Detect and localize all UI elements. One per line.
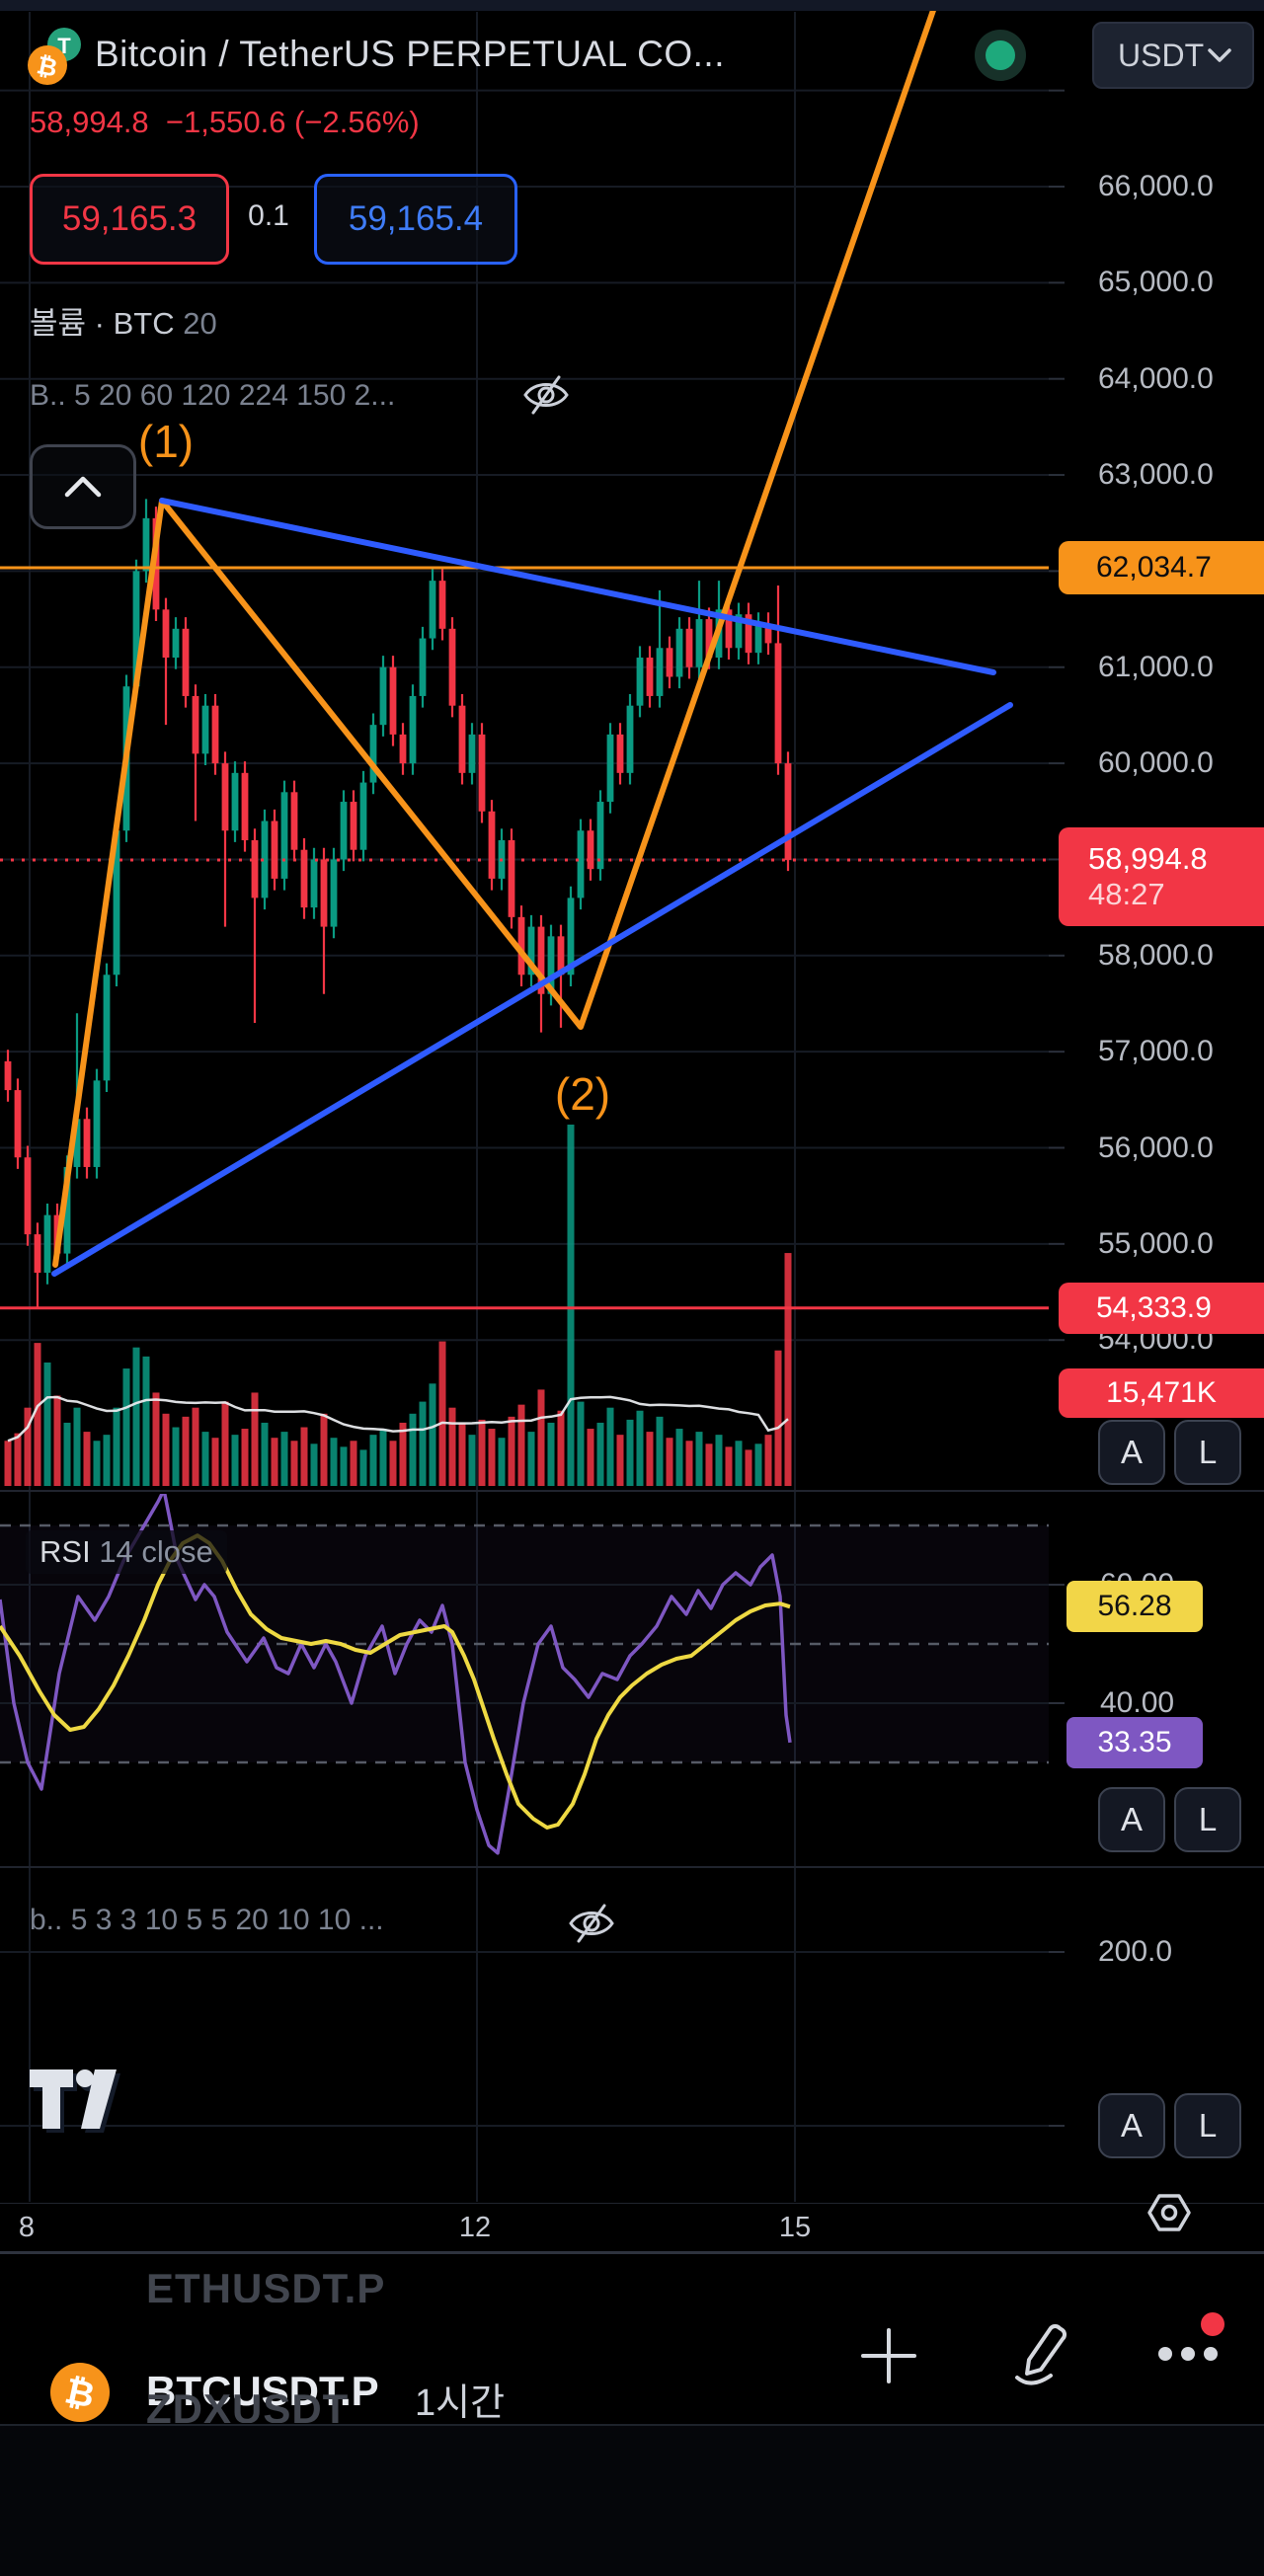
volume-legend[interactable]: 볼륨 · BTC 20: [30, 298, 217, 343]
bar-countdown: 48:27: [1088, 877, 1165, 911]
watchlist-ghost-symbol-bottom: ZDXUSDT: [146, 2385, 350, 2423]
auto-scale-button[interactable]: A: [1098, 1420, 1165, 1485]
price-scale-label: 65,000.0: [1098, 266, 1214, 298]
bottom-scale-label: 200.0: [1098, 1935, 1173, 1968]
bottom-navigation: 왓치리스트차트알아 보기아이디어메뉴: [0, 2424, 1264, 2576]
price-scale-label: 63,000.0: [1098, 458, 1214, 491]
status-bar: [0, 0, 1264, 11]
chart-svg[interactable]: [0, 0, 1264, 2204]
more-menu-button[interactable]: [1149, 2304, 1234, 2374]
notification-badge: [1201, 2312, 1224, 2336]
volume-legend-param: 20: [183, 306, 217, 341]
rsi-value-label: 33.35: [1066, 1717, 1203, 1768]
time-scale-label: 12: [458, 2212, 492, 2243]
indicator-summary-legend[interactable]: B.. 5 20 60 120 224 150 2...: [30, 379, 396, 412]
plus-icon: [861, 2328, 916, 2383]
time-scale-label: 8: [18, 2212, 36, 2243]
pencil-icon: [1015, 2324, 1066, 2385]
rsi-params: 14 close: [99, 1534, 213, 1569]
bid-price: 59,165.3: [61, 199, 198, 238]
price-scale-label: 57,000.0: [1098, 1035, 1214, 1067]
wave-label-1[interactable]: (1): [137, 416, 195, 467]
rsi-legend[interactable]: RSI 14 close: [26, 1530, 227, 1574]
last-price-label: 58,994.8 48:27: [1059, 827, 1264, 926]
last-price-and-change: 58,994.8 −1,550.6 (−2.56%): [30, 105, 420, 140]
ask-price: 59,165.4: [348, 199, 484, 238]
orange-line-price-label: 62,034.7: [1059, 541, 1264, 594]
rsi-name: RSI: [40, 1534, 91, 1569]
time-scale[interactable]: 8 12 15: [0, 2204, 1264, 2253]
tradingview-logo[interactable]: [28, 2068, 122, 2139]
hide-indicators-icon[interactable]: [521, 373, 571, 417]
watchlist-ghost-symbol-top: ETHUSDT.P: [146, 2265, 386, 2303]
hide-bottom-indicator-icon[interactable]: [567, 1902, 616, 1945]
log-scale-button[interactable]: L: [1174, 1420, 1241, 1485]
price-change: −1,550.6 (−2.56%): [165, 105, 420, 139]
rsi-scale-label-40: 40.00: [1100, 1686, 1175, 1719]
price-chart[interactable]: [0, 0, 1264, 2204]
ask-button[interactable]: 59,165.4: [314, 174, 517, 265]
draw-button[interactable]: [1007, 2314, 1074, 2389]
chevron-down-icon: [1208, 48, 1231, 62]
price-scale-label: 61,000.0: [1098, 651, 1214, 683]
toolbar-symbol-icon: ₿: [49, 2362, 111, 2423]
last-price: 58,994.8: [30, 105, 149, 139]
bid-button[interactable]: 59,165.3: [30, 174, 229, 265]
price-scale[interactable]: 66,000.0 65,000.0 64,000.0 63,000.0 61,000.0…: [1049, 0, 1264, 2204]
price-scale-label: 60,000.0: [1098, 746, 1214, 779]
auto-scale-button[interactable]: A: [1098, 1787, 1165, 1852]
page-title[interactable]: Bitcoin / TetherUS PERPETUAL CO...: [95, 34, 725, 74]
price-scale-label: 58,000.0: [1098, 939, 1214, 972]
auto-scale-button[interactable]: A: [1098, 2093, 1165, 2158]
chevron-up-icon: [64, 476, 102, 498]
currency-selector-value: USDT: [1118, 37, 1205, 73]
panel-divider: [0, 2251, 1264, 2254]
alert-line-price-label: 54,333.9: [1059, 1283, 1264, 1334]
price-scale-label: 56,000.0: [1098, 1132, 1214, 1164]
volume-value-label: 15,471K: [1059, 1368, 1264, 1418]
add-button[interactable]: [857, 2324, 920, 2387]
log-scale-button[interactable]: L: [1174, 2093, 1241, 2158]
spread-value: 0.1: [248, 199, 289, 232]
log-scale-button[interactable]: L: [1174, 1787, 1241, 1852]
rsi-ma-value-label: 56.28: [1066, 1581, 1203, 1632]
time-scale-label: 15: [778, 2212, 812, 2243]
bottom-indicator-legend[interactable]: b.. 5 3 3 10 5 5 20 10 10 ...: [30, 1904, 384, 1936]
collapse-panel-button[interactable]: [30, 444, 136, 529]
toolbar-symbol[interactable]: BTCUSDT.P: [146, 2368, 379, 2414]
volume-legend-label: 볼륨 · BTC: [30, 306, 175, 341]
wave-label-2[interactable]: (2): [554, 1068, 611, 1120]
price-scale-label: 66,000.0: [1098, 170, 1214, 202]
hexagon-settings-icon[interactable]: [1144, 2190, 1195, 2235]
ellipsis-icon: [1158, 2312, 1224, 2361]
market-open-dot: [974, 29, 1027, 82]
bitcoin-icon: [28, 45, 67, 85]
last-price-value: 58,994.8: [1088, 841, 1208, 876]
price-scale-label: 55,000.0: [1098, 1227, 1214, 1260]
symbol-logo: T ₿: [18, 26, 81, 85]
toolbar-interval[interactable]: 1시간: [415, 2382, 506, 2424]
price-scale-label: 64,000.0: [1098, 362, 1214, 395]
currency-selector[interactable]: USDT: [1092, 22, 1254, 89]
